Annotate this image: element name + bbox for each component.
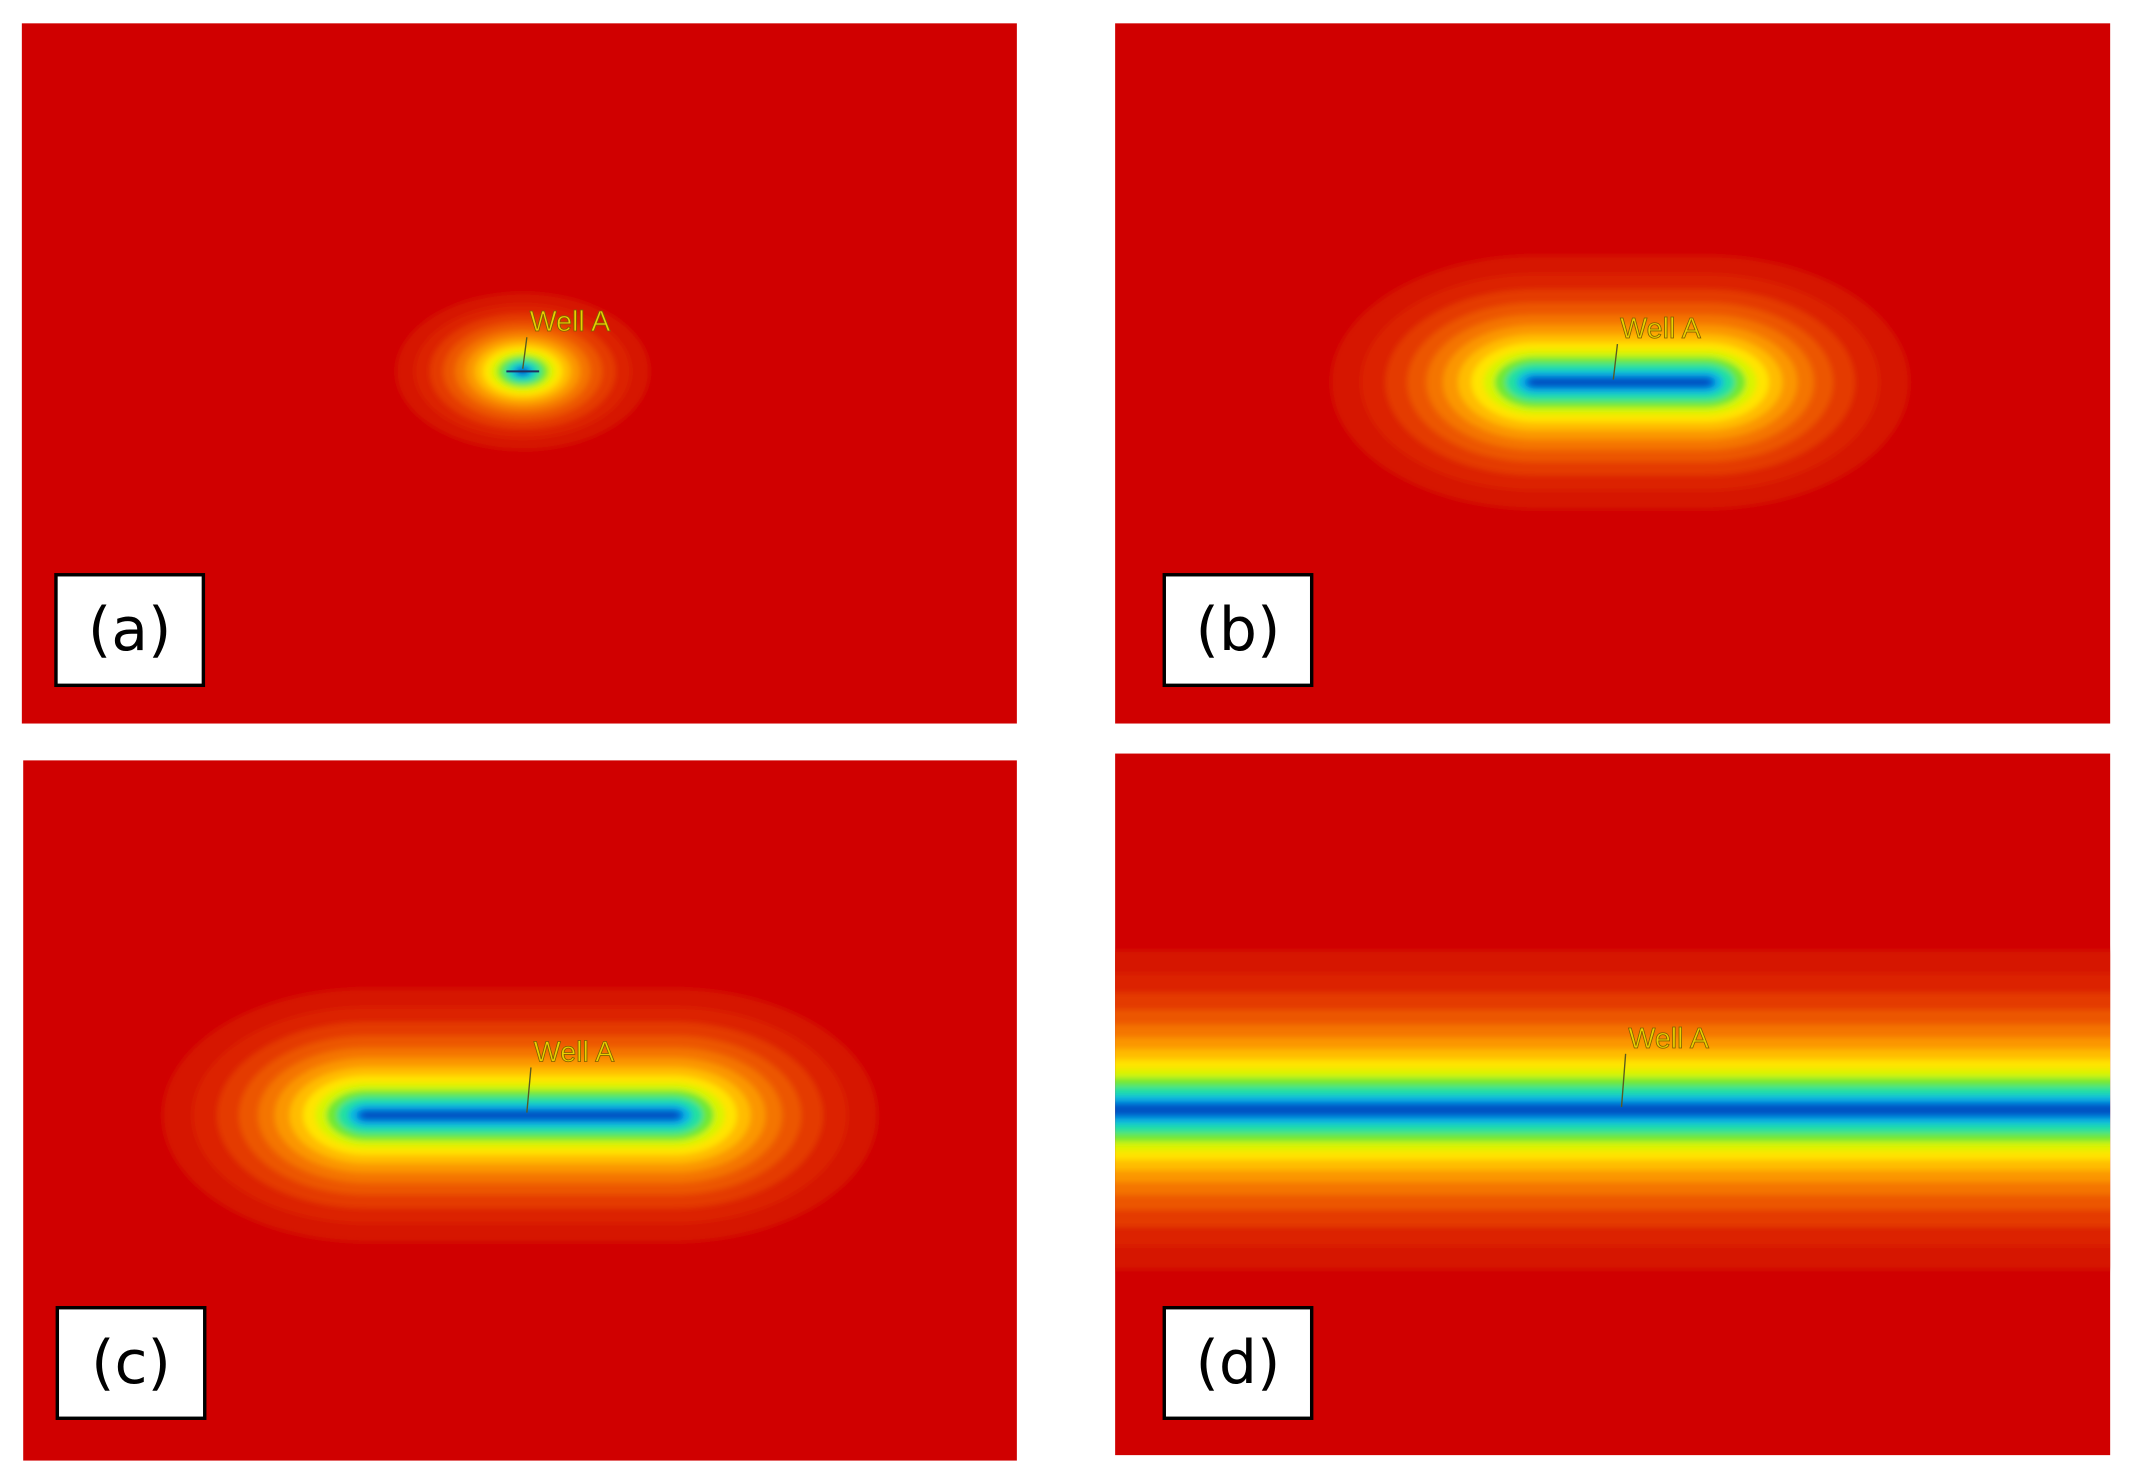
well-leader: [1620, 1053, 1627, 1108]
well-leader: [526, 1067, 532, 1113]
panel: Well A (a): [21, 23, 1017, 724]
label-box: [55, 1306, 207, 1420]
label-box: [54, 573, 206, 688]
label-box: [1162, 573, 1314, 688]
contours: [162, 988, 878, 1243]
contour: [1530, 378, 1711, 386]
pressure-field: [162, 988, 878, 1243]
pressure-field: [1115, 950, 2111, 1270]
panel-label: (b): [1195, 595, 1280, 665]
panel: Well A (d): [1115, 753, 2111, 1456]
well-label: Well A: [530, 306, 612, 338]
pressure-field: [395, 292, 650, 451]
label-box: [1162, 1306, 1314, 1420]
well-leader: [1612, 344, 1619, 380]
pressure-field: [1330, 255, 1910, 510]
panel-label: (c): [91, 1328, 171, 1398]
contours: [395, 292, 650, 451]
well-leader: [522, 337, 528, 369]
contour: [1115, 1105, 2111, 1115]
panel: Well A (b): [1115, 23, 2111, 724]
contours: [1330, 255, 1910, 510]
panel: Well A (c): [23, 760, 1017, 1461]
well-label: Well A: [1620, 313, 1702, 345]
contour: [361, 1111, 679, 1119]
well-label: Well A: [1628, 1023, 1710, 1055]
well-label: Well A: [534, 1036, 616, 1068]
contours: [1115, 950, 2111, 1270]
panel-label: (d): [1195, 1328, 1280, 1398]
panel-label: (a): [88, 595, 172, 665]
